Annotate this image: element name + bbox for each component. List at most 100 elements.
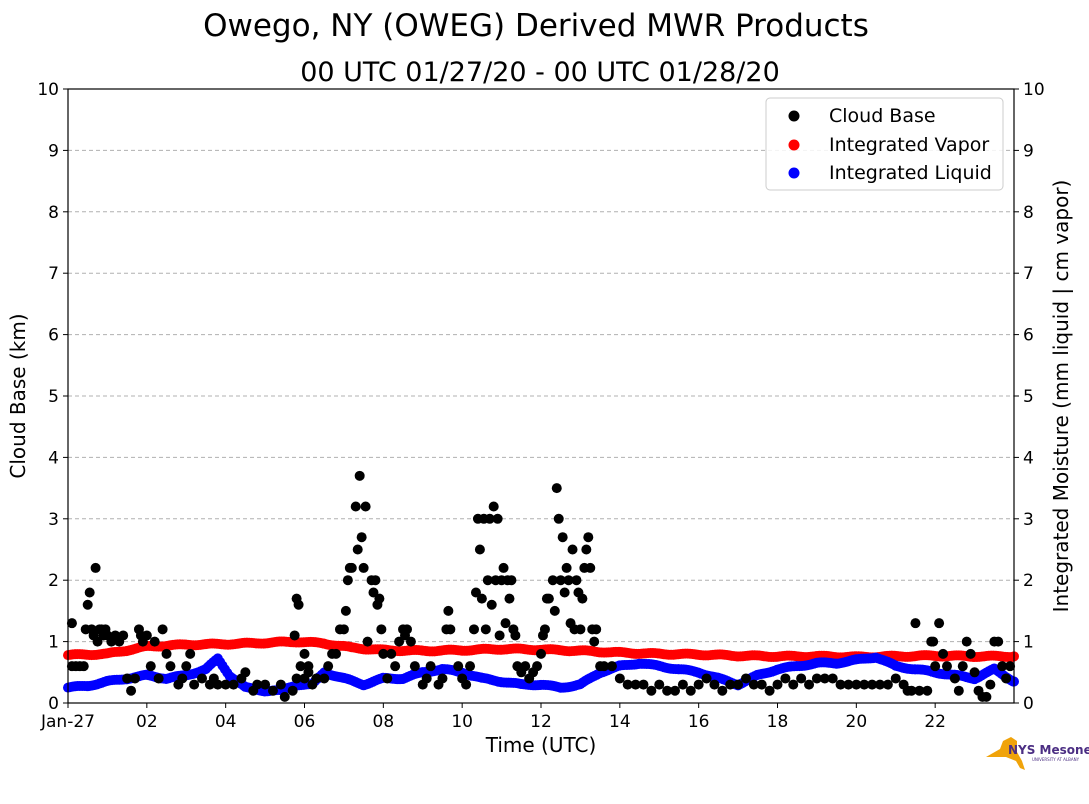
cloud-base-point	[614, 673, 625, 684]
cloud-base-point	[185, 648, 196, 659]
cloud-base-point	[421, 673, 432, 684]
y-tick-label-left: 6	[48, 326, 59, 346]
x-tick-label: 08	[373, 712, 395, 732]
x-tick-label: 14	[609, 712, 631, 732]
y-tick-label-left: 5	[48, 387, 59, 407]
cloud-base-point	[549, 605, 560, 616]
cloud-base-point	[756, 679, 767, 690]
cloud-base-point	[90, 562, 101, 573]
cloud-base-point	[252, 679, 263, 690]
cloud-base-point	[859, 679, 870, 690]
cloud-base-point	[506, 575, 517, 586]
cloud-base-point	[126, 685, 137, 696]
cloud-base-point	[401, 624, 412, 635]
cloud-base-point	[1001, 673, 1012, 684]
cloud-base-point	[498, 562, 509, 573]
cloud-base-point	[141, 630, 152, 641]
cloud-base-point	[443, 605, 454, 616]
cloud-base-point	[149, 636, 160, 647]
cloud-base-point	[267, 685, 278, 696]
legend-marker-integrated-liquid	[788, 167, 800, 179]
cloud-base-point	[914, 685, 925, 696]
grid-lines	[68, 149, 1014, 643]
cloud-base-point	[482, 575, 493, 586]
cloud-base-point	[165, 661, 176, 672]
cloud-base-point	[662, 685, 673, 696]
cloud-base-point	[827, 673, 838, 684]
logo-subtext: UNIVERSITY AT ALBANY	[1032, 757, 1080, 762]
cloud-base-point	[591, 624, 602, 635]
cloud-base-point	[930, 661, 941, 672]
cloud-base-point	[376, 624, 387, 635]
cloud-base-point	[796, 673, 807, 684]
series-integrated-vapor	[63, 636, 1019, 663]
cloud-base-point	[425, 661, 436, 672]
cloud-base-point	[500, 618, 511, 629]
cloud-base-point	[118, 630, 129, 641]
cloud-base-point	[922, 685, 933, 696]
chart-title: Owego, NY (OWEG) Derived MWR Products	[203, 8, 869, 44]
y-tick-label-right: 9	[1023, 141, 1034, 161]
cloud-base-point	[772, 679, 783, 690]
cloud-base-point	[153, 673, 164, 684]
cloud-base-point	[981, 691, 992, 702]
cloud-base-point	[547, 575, 558, 586]
y-tick-label-left: 10	[37, 80, 59, 100]
cloud-base-point	[561, 562, 572, 573]
y-tick-label-right: 3	[1023, 510, 1034, 530]
cloud-base-point	[342, 575, 353, 586]
cloud-base-point	[157, 624, 168, 635]
cloud-base-point	[189, 679, 200, 690]
y-tick-label-left: 4	[48, 448, 59, 468]
cloud-base-point	[289, 630, 300, 641]
y-axis-label-right: Integrated Moisture (mm liquid | cm vapo…	[1049, 180, 1073, 613]
cloud-base-point	[299, 648, 310, 659]
x-axis-label: Time (UTC)	[485, 733, 597, 757]
cloud-base-point	[220, 679, 231, 690]
cloud-base-point	[804, 679, 815, 690]
cloud-base-point	[197, 673, 208, 684]
legend-label-integrated-vapor: Integrated Vapor	[829, 134, 989, 156]
y-tick-label-left: 9	[48, 141, 59, 161]
cloud-base-point	[340, 605, 351, 616]
cloud-base-point	[957, 661, 968, 672]
x-tick-label: 04	[215, 712, 237, 732]
cloud-base-point	[260, 679, 271, 690]
cloud-base-point	[622, 679, 633, 690]
cloud-base-point	[374, 593, 385, 604]
x-tick-label: 02	[136, 712, 158, 732]
cloud-base-point	[811, 673, 822, 684]
cloud-base-point	[354, 470, 365, 481]
cloud-base-point	[346, 562, 357, 573]
y-tick-label-right: 6	[1023, 326, 1034, 346]
cloud-base-point	[717, 685, 728, 696]
cloud-base-point	[291, 673, 302, 684]
cloud-base-point	[409, 661, 420, 672]
cloud-base-point	[84, 587, 95, 598]
y-tick-label-right: 5	[1023, 387, 1034, 407]
cloud-base-point	[358, 562, 369, 573]
cloud-base-point	[835, 679, 846, 690]
cloud-base-point	[553, 513, 564, 524]
cloud-base-point	[468, 624, 479, 635]
cloud-base-point	[599, 661, 610, 672]
cloud-base-point	[492, 513, 503, 524]
cloud-base-point	[311, 673, 322, 684]
cloud-base-point	[581, 544, 592, 555]
cloud-base-point	[843, 679, 854, 690]
cloud-base-point	[606, 661, 617, 672]
cloud-base-point	[445, 624, 456, 635]
cloud-base-point	[906, 685, 917, 696]
x-tick-label: 18	[767, 712, 789, 732]
cloud-base-point	[567, 544, 578, 555]
y-tick-label-right: 1	[1023, 633, 1034, 653]
cloud-base-point	[287, 685, 298, 696]
cloud-base-point	[630, 679, 641, 690]
y-ticks-left: 0 1 2 3 4 5 6 7 8 9 10	[37, 80, 68, 714]
cloud-base-point	[536, 648, 546, 659]
cloud-base-point	[733, 679, 744, 690]
cloud-base-point	[993, 636, 1004, 647]
cloud-base-point	[362, 636, 373, 647]
nys-mesonet-logo: NYS Mesonet UNIVERSITY AT ALBANY	[986, 737, 1089, 770]
cloud-base-point	[486, 599, 497, 610]
